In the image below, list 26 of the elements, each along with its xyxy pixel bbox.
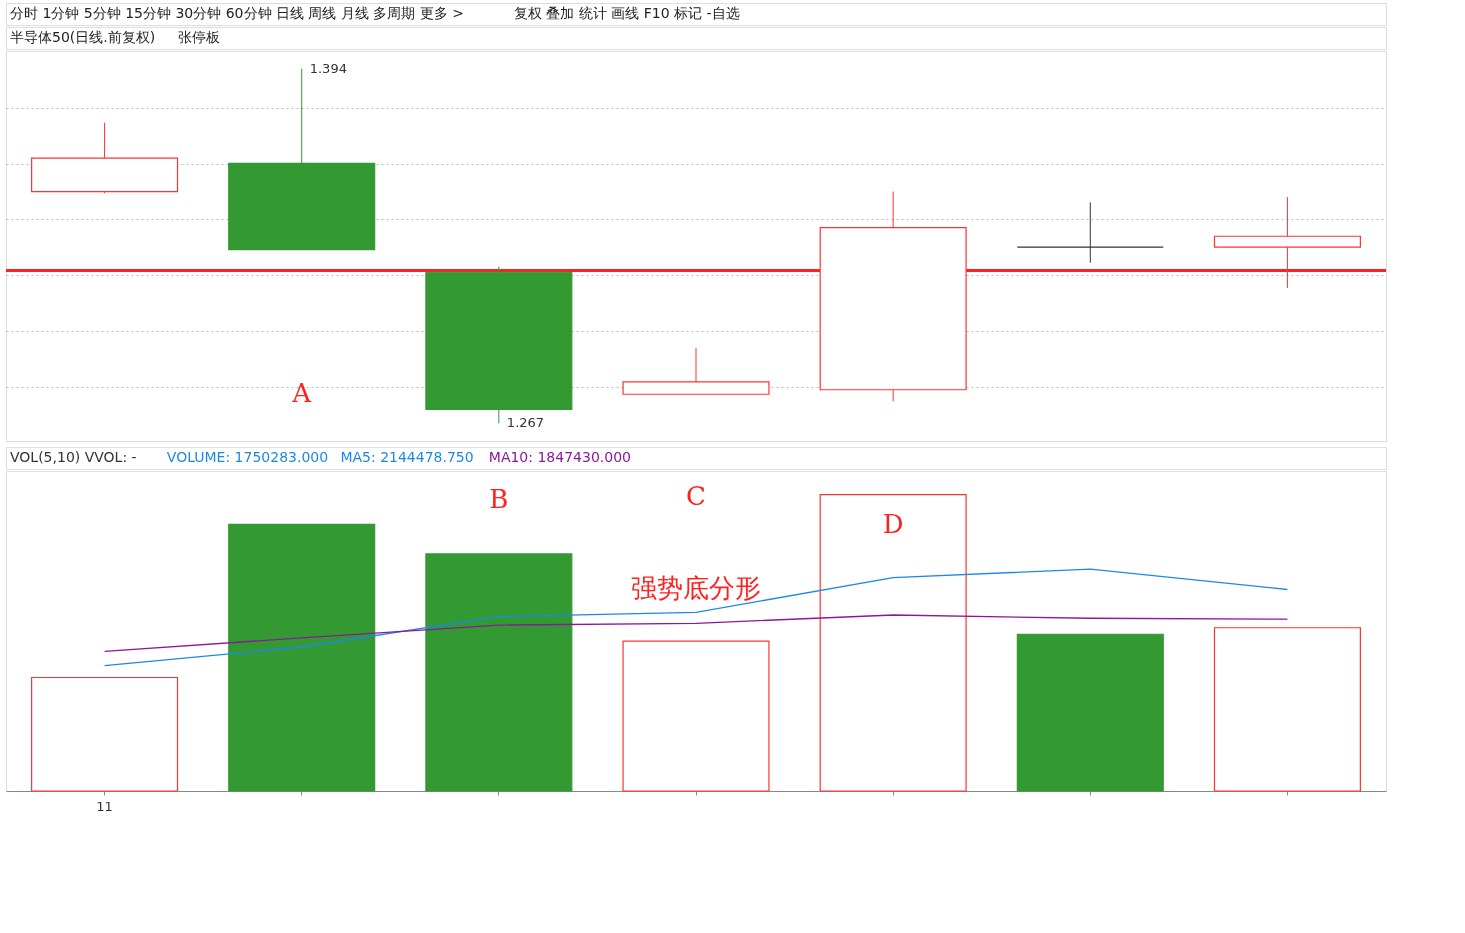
text: VOLUME: 1750283.000: [166, 449, 329, 465]
candlestick: [1016, 201, 1164, 264]
annotation: D: [882, 509, 904, 540]
bar: [425, 553, 573, 792]
bar: [31, 676, 179, 792]
text: MA10: 1847430.000: [488, 449, 631, 465]
chart-subtitle: 张停板: [178, 29, 220, 45]
bar: [622, 640, 770, 792]
candlestick: [819, 191, 967, 402]
bar: [1213, 627, 1361, 792]
annotation: 1.394: [309, 60, 347, 76]
candlestick: [1213, 196, 1361, 289]
text: 分时 1分钟 5分钟 15分钟 30分钟 60分钟 日线 周线 月线 多周期 更多 >: [10, 5, 464, 21]
annotation: 1.267: [506, 415, 545, 431]
annotation: 强势底分形: [631, 573, 761, 604]
bar: [819, 494, 967, 792]
bar: [228, 523, 376, 792]
annotation: B: [489, 483, 509, 514]
text: 复权 叠加 统计 画线 F10 标记 -自选: [514, 5, 740, 21]
annotation: C: [686, 480, 706, 511]
text: 11: [96, 799, 113, 814]
chart-title: VOL(5,10) VVOL: -: [10, 449, 137, 465]
annotation: A: [291, 378, 313, 409]
text: MA5: 2144478.750: [340, 449, 474, 465]
chart-title: 半导体50(日线.前复权): [10, 29, 156, 45]
bar: [1016, 633, 1164, 792]
